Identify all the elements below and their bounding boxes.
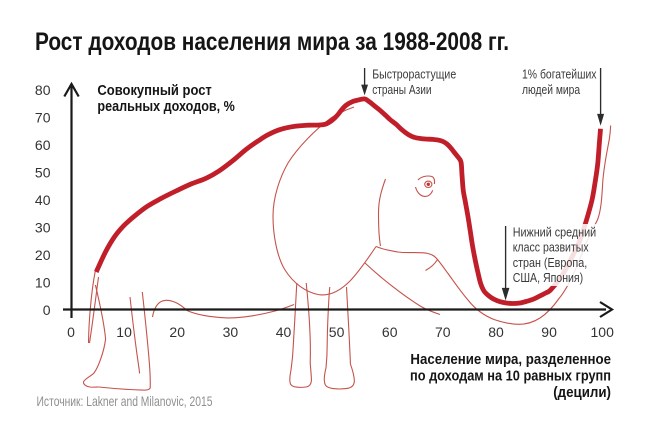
svg-text:70: 70: [435, 324, 451, 340]
svg-text:людей мира: людей мира: [522, 82, 581, 97]
svg-text:30: 30: [35, 220, 51, 236]
svg-text:10: 10: [116, 324, 132, 340]
svg-text:Рост доходов населения мира за: Рост доходов населения мира за 1988-2008…: [35, 28, 509, 56]
svg-text:Нижний средний: Нижний средний: [513, 225, 597, 240]
svg-text:60: 60: [382, 324, 398, 340]
svg-text:100: 100: [591, 324, 615, 340]
svg-text:Совокупный рост: Совокупный рост: [97, 83, 211, 99]
svg-text:класс развитых: класс развитых: [513, 240, 589, 255]
svg-text:80: 80: [35, 82, 51, 98]
svg-text:20: 20: [35, 247, 51, 263]
svg-text:40: 40: [35, 192, 51, 208]
svg-text:40: 40: [276, 324, 292, 340]
svg-text:90: 90: [541, 324, 557, 340]
svg-text:(децили): (децили): [553, 384, 611, 401]
svg-text:50: 50: [35, 165, 51, 181]
svg-text:США, Япония): США, Япония): [513, 270, 584, 285]
svg-text:Быстрорастущие: Быстрорастущие: [372, 67, 456, 82]
svg-text:реальных доходов, %: реальных доходов, %: [97, 99, 234, 115]
svg-text:30: 30: [223, 324, 239, 340]
svg-text:страны Азии: страны Азии: [372, 82, 431, 97]
svg-text:50: 50: [329, 324, 345, 340]
svg-text:0: 0: [43, 302, 51, 318]
svg-text:0: 0: [67, 324, 75, 340]
svg-text:по доходам на 10 равных групп: по доходам на 10 равных групп: [410, 367, 611, 384]
svg-text:Население мира, разделенное: Население мира, разделенное: [410, 351, 611, 368]
svg-text:1% богатейших: 1% богатейших: [522, 67, 597, 82]
svg-text:80: 80: [488, 324, 504, 340]
svg-text:60: 60: [35, 137, 51, 153]
svg-text:стран (Европа,: стран (Европа,: [513, 255, 588, 270]
svg-text:Источник: Lakner and Milanovic: Источник: Lakner and Milanovic, 2015: [37, 393, 213, 409]
svg-text:70: 70: [35, 110, 51, 126]
svg-text:10: 10: [35, 275, 51, 291]
svg-text:20: 20: [169, 324, 185, 340]
